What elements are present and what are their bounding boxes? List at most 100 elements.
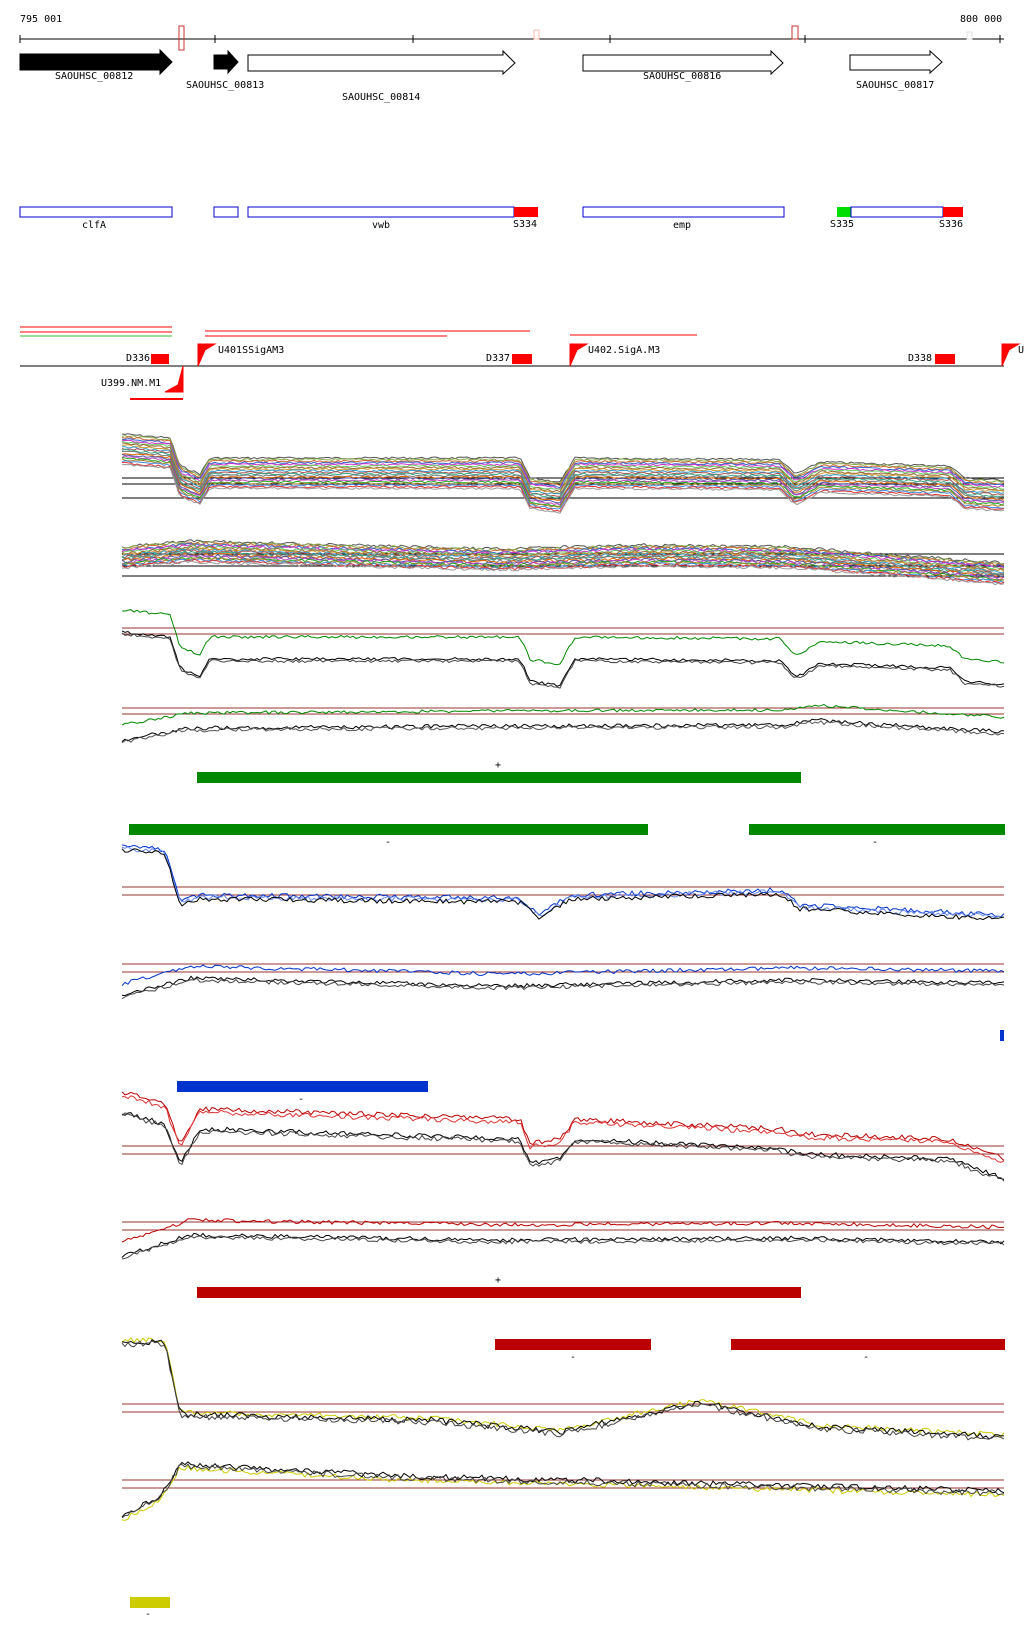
profile-line [121,1235,1005,1260]
profile-line [121,444,1005,495]
profile-panel-blue-b [121,963,1005,1000]
profile-panel-green-a [121,609,1005,689]
segment-block[interactable] [514,207,538,217]
ruler-markers [178,25,973,51]
segment-bars-blue: - [177,1030,1004,1105]
flag-icon [164,365,184,393]
profile-line [121,559,1005,586]
profile-line [121,718,1005,742]
arrow-icon [213,49,239,75]
ruler-start-label: 795 001 [20,14,62,25]
profile-line [121,550,1005,576]
profile-panel-red-b [121,1218,1005,1260]
profile-line [121,439,1005,490]
profile-line [121,1340,1005,1441]
profile-line [121,1232,1005,1258]
gene-label: SAOUHSC_00816 [643,71,721,82]
arrow-icon [247,49,516,76]
strand-mark: - [872,837,878,848]
profile-line [121,547,1005,573]
profile-line [121,848,1005,921]
gene-box[interactable] [582,206,785,218]
segment-bars-yellow: - [130,1597,170,1620]
gene-name-track: clfA vwb S334 emp S335 S336 [19,206,963,231]
segment-bar[interactable] [197,1287,801,1298]
profile-panel-multi-2 [121,539,1005,586]
arrow-icon [582,49,784,76]
profile-panel-multi-1 [121,433,1005,514]
transcript-label: U [1018,345,1024,356]
profile-line [121,1337,1005,1438]
gene-label: SAOUHSC_00814 [342,92,420,103]
profile-line [121,433,1005,483]
transcript-label: D336 [126,353,150,364]
strand-mark: + [495,1275,501,1286]
profile-panel-blue-a [121,844,1005,921]
segment-bar[interactable] [731,1339,1005,1350]
segment-bar[interactable] [130,1597,170,1608]
profile-line [121,455,1005,506]
gene-name-label: emp [673,220,691,231]
ruler-marker [178,25,185,51]
gene-arrow[interactable]: SAOUHSC_00817 [849,49,943,91]
gene-label: SAOUHSC_00812 [55,71,133,82]
profile-line [121,720,1005,744]
profile-line [121,553,1005,579]
profile-line [121,609,1005,666]
profile-line [121,448,1005,499]
profile-panel-yellow-a [121,1337,1005,1441]
gene-arrow[interactable]: SAOUHSC_00812 [19,48,173,82]
segment-bar[interactable] [129,824,648,835]
transcript-label: D338 [908,353,932,364]
profile-line [121,1095,1005,1163]
segment-block[interactable] [943,207,963,217]
gene-arrow[interactable]: SAOUHSC_00813 [186,49,264,91]
segment-label: S335 [830,219,854,230]
profile-line [121,458,1005,508]
ruler-ticks [19,35,1001,43]
segment-bar[interactable] [495,1339,651,1350]
ruler-marker [533,29,540,40]
segment-label: S336 [939,219,963,230]
profile-line [121,1218,1005,1243]
profile-line [121,844,1005,918]
profile-line [121,1339,1005,1440]
transcript-label: D337 [486,353,510,364]
strand-mark: - [385,837,391,848]
transcript-label: U399.NM.M1 [101,378,161,389]
strand-mark: - [570,1352,576,1363]
profile-panel-red-a [121,1091,1005,1182]
segment-block[interactable] [837,207,851,217]
profile-line [121,460,1005,510]
gene-box[interactable] [247,206,515,218]
gene-box[interactable] [850,206,944,218]
segment-bar[interactable] [197,772,801,783]
profile-line [121,846,1005,919]
profile-line [121,632,1005,689]
profile-line [121,436,1005,487]
segment-bars-green: + - - [129,760,1005,848]
profile-line [121,463,1005,514]
segment-bar[interactable] [1000,1030,1004,1041]
segment-bar[interactable] [177,1081,428,1092]
flag-icon [1001,343,1021,367]
gene-box[interactable] [19,206,173,218]
gene-name-label: vwb [372,220,390,231]
profile-line [122,558,1005,584]
segment-bar[interactable] [749,824,1005,835]
gene-arrow[interactable]: SAOUHSC_00816 [582,49,784,82]
segment-bars-red: + - - [197,1275,1005,1363]
gene-box[interactable] [213,206,239,218]
profile-line [121,703,1005,726]
profile-line [121,977,1005,1000]
ruler-marker [791,25,799,40]
profile-line [121,543,1005,569]
profile-panel-yellow-b [121,1461,1005,1521]
strand-mark: - [145,1609,151,1620]
gene-arrow[interactable]: SAOUHSC_00814 [247,49,516,103]
profile-line [121,964,1005,987]
transcript-track: D336 U401SSigAM3 D337 U402.SigA.M3 D338 … [20,326,1024,400]
profile-line [121,1091,1005,1161]
